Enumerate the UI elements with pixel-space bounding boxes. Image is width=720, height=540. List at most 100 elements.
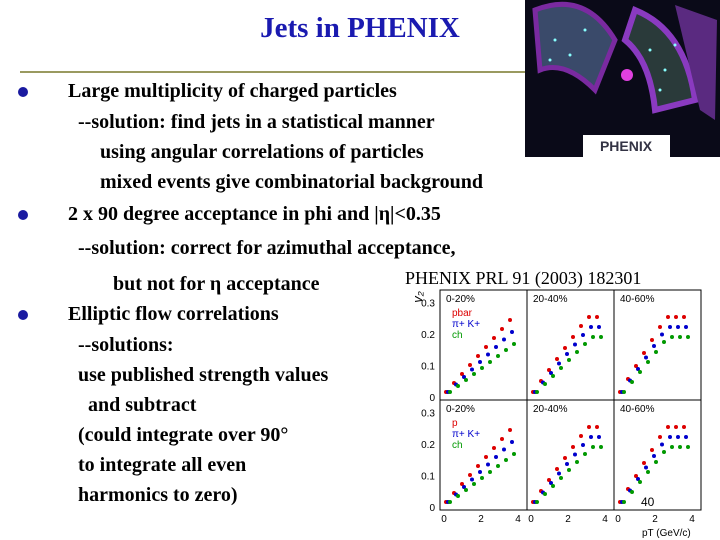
- figure-point: [571, 445, 575, 449]
- figure-point: [543, 492, 547, 496]
- figure-point: [599, 445, 603, 449]
- x-tick-label: 0: [615, 514, 621, 525]
- figure-point: [492, 446, 496, 450]
- bullet-subline: and subtract: [88, 394, 197, 416]
- bullet-subline: harmonics to zero): [78, 484, 238, 506]
- figure-point: [599, 335, 603, 339]
- legend-entry: pbar: [452, 308, 473, 319]
- legend-entry: p: [452, 418, 458, 429]
- bullet-marker: [18, 87, 28, 97]
- figure-point: [658, 435, 662, 439]
- bullet-subline: --solution: find jets in a statistical m…: [78, 111, 435, 133]
- figure-point: [634, 364, 638, 368]
- figure-point: [476, 464, 480, 468]
- figure-point: [678, 445, 682, 449]
- figure-point: [563, 456, 567, 460]
- figure-point: [684, 435, 688, 439]
- figure-point: [684, 325, 688, 329]
- figure-point: [682, 315, 686, 319]
- figure-point: [565, 352, 569, 356]
- figure-point: [581, 443, 585, 447]
- figure-point: [678, 335, 682, 339]
- figure-point: [500, 437, 504, 441]
- figure-point: [472, 372, 476, 376]
- figure-point: [549, 481, 553, 485]
- figure-point: [508, 318, 512, 322]
- bullet-text: Elliptic flow correlations: [68, 303, 279, 325]
- y-tick-label: 0.3: [421, 409, 435, 420]
- panel-frame: [613, 289, 702, 401]
- figure-point: [583, 342, 587, 346]
- figure-point: [579, 324, 583, 328]
- panel-label: 40-60%: [620, 294, 655, 305]
- figure-point: [462, 375, 466, 379]
- figure-point: [662, 340, 666, 344]
- figure-point: [636, 477, 640, 481]
- figure-point: [686, 335, 690, 339]
- figure-point: [674, 315, 678, 319]
- figure-point: [597, 325, 601, 329]
- figure-point: [476, 354, 480, 358]
- figure-point: [456, 494, 460, 498]
- figure-point: [595, 425, 599, 429]
- figure-point: [535, 500, 539, 504]
- figure-point: [676, 435, 680, 439]
- figure-point: [634, 474, 638, 478]
- figure-point: [650, 448, 654, 452]
- figure-point: [488, 470, 492, 474]
- figure-point: [496, 354, 500, 358]
- bullet-text: 2 x 90 degree acceptance in phi and |η|<…: [68, 203, 441, 225]
- figure-point: [622, 500, 626, 504]
- figure-point: [670, 445, 674, 449]
- figure-point: [510, 330, 514, 334]
- figure-point: [460, 372, 464, 376]
- figure-point: [484, 455, 488, 459]
- figure-point: [666, 425, 670, 429]
- figure-point: [573, 452, 577, 457]
- y-tick-label: 0: [429, 393, 435, 404]
- figure-point: [644, 465, 648, 470]
- figure-point: [563, 346, 567, 350]
- figure-point: [488, 360, 492, 364]
- panel-frame: [613, 399, 702, 511]
- figure-point: [456, 384, 460, 388]
- figure-point: [468, 363, 472, 367]
- figure-point: [636, 367, 640, 371]
- x-tick-label: 0: [528, 514, 534, 525]
- figure-point: [571, 335, 575, 339]
- figure-point: [496, 464, 500, 468]
- x-tick-label: 2: [565, 514, 571, 525]
- x-axis-label: pT (GeV/c): [642, 528, 691, 539]
- figure-point: [642, 461, 646, 465]
- figure-point: [549, 371, 553, 375]
- figure-point: [494, 455, 498, 459]
- figure-point: [583, 452, 587, 456]
- figure-point: [500, 327, 504, 331]
- figure-point: [535, 390, 539, 394]
- figure-point: [660, 442, 664, 447]
- figure-caption: PHENIX PRL 91 (2003) 182301: [405, 268, 642, 288]
- figure-point: [547, 478, 551, 482]
- figure-point: [630, 490, 634, 494]
- figure-point: [494, 345, 498, 349]
- figure-point: [682, 425, 686, 429]
- figure-point: [652, 344, 656, 348]
- x-tick-label: 2: [652, 514, 658, 525]
- figure-point: [642, 351, 646, 355]
- figure-point: [646, 470, 650, 474]
- panel-label: 20-40%: [533, 294, 568, 305]
- figure-point: [478, 360, 482, 364]
- figure-point: [510, 440, 514, 444]
- figure-point: [622, 390, 626, 394]
- figure-point: [670, 335, 674, 339]
- figure-point: [559, 476, 563, 480]
- figure-point: [557, 361, 561, 366]
- title: Jets in PHENIX: [260, 12, 460, 44]
- figure-point: [512, 452, 516, 456]
- figure-point: [468, 473, 472, 477]
- figure-point: [543, 382, 547, 386]
- figure-point: [472, 482, 476, 486]
- figure-point: [573, 342, 577, 347]
- figure-point: [650, 338, 654, 342]
